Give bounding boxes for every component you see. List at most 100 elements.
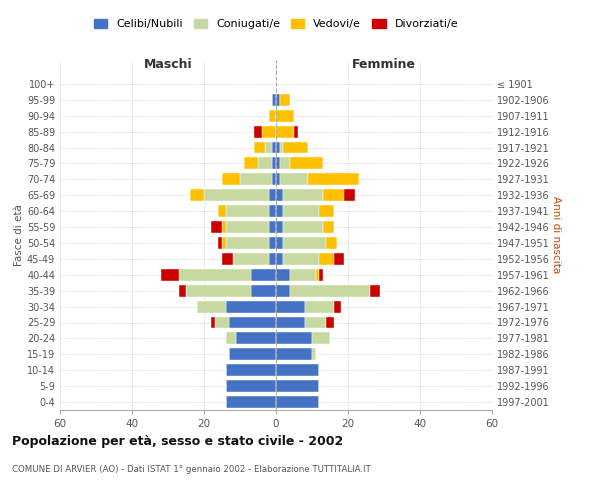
Bar xyxy=(251,284,276,296)
Bar xyxy=(226,380,276,392)
Bar xyxy=(222,237,226,249)
Bar xyxy=(236,332,276,344)
Bar xyxy=(276,396,319,408)
Bar xyxy=(276,142,280,154)
Bar xyxy=(283,142,308,154)
Bar xyxy=(179,284,186,296)
Bar xyxy=(276,348,312,360)
Bar xyxy=(222,221,226,233)
Bar xyxy=(226,364,276,376)
Bar xyxy=(276,126,294,138)
Bar xyxy=(240,174,272,186)
Bar xyxy=(334,300,341,312)
Bar xyxy=(280,94,290,106)
Bar xyxy=(218,237,222,249)
Bar xyxy=(319,253,334,265)
Bar xyxy=(258,158,272,170)
Bar xyxy=(233,253,269,265)
Bar xyxy=(222,174,240,186)
Bar xyxy=(272,174,276,186)
Bar xyxy=(251,269,276,280)
Legend: Celibi/Nubili, Coniugati/e, Vedovi/e, Divorziati/e: Celibi/Nubili, Coniugati/e, Vedovi/e, Di… xyxy=(91,16,461,32)
Bar xyxy=(290,284,370,296)
Bar xyxy=(272,94,276,106)
Bar xyxy=(326,237,337,249)
Bar xyxy=(211,221,222,233)
Bar xyxy=(229,316,276,328)
Bar xyxy=(226,396,276,408)
Bar xyxy=(283,205,319,217)
Bar xyxy=(276,174,280,186)
Bar xyxy=(280,174,308,186)
Bar xyxy=(276,221,283,233)
Text: Femmine: Femmine xyxy=(352,58,416,71)
Bar xyxy=(319,205,334,217)
Y-axis label: Anni di nascita: Anni di nascita xyxy=(551,196,561,274)
Bar xyxy=(161,269,179,280)
Bar xyxy=(226,332,236,344)
Bar xyxy=(272,142,276,154)
Bar xyxy=(269,110,276,122)
Bar xyxy=(316,269,319,280)
Bar xyxy=(269,253,276,265)
Bar xyxy=(276,316,305,328)
Bar xyxy=(294,126,298,138)
Bar xyxy=(312,348,316,360)
Bar xyxy=(254,142,265,154)
Bar xyxy=(276,253,283,265)
Bar xyxy=(262,126,276,138)
Bar xyxy=(344,190,355,201)
Bar xyxy=(312,332,330,344)
Bar xyxy=(186,284,251,296)
Bar xyxy=(244,158,258,170)
Bar xyxy=(323,190,344,201)
Text: Maschi: Maschi xyxy=(143,58,193,71)
Text: COMUNE DI ARVIER (AO) - Dati ISTAT 1° gennaio 2002 - Elaborazione TUTTITALIA.IT: COMUNE DI ARVIER (AO) - Dati ISTAT 1° ge… xyxy=(12,465,371,474)
Bar xyxy=(265,142,272,154)
Bar xyxy=(276,94,280,106)
Bar xyxy=(276,269,290,280)
Bar xyxy=(290,269,316,280)
Bar xyxy=(226,300,276,312)
Bar xyxy=(305,316,326,328)
Bar xyxy=(276,205,283,217)
Bar xyxy=(283,253,319,265)
Bar xyxy=(276,364,319,376)
Bar xyxy=(276,190,283,201)
Bar xyxy=(276,110,294,122)
Bar xyxy=(308,174,359,186)
Bar xyxy=(197,300,226,312)
Bar xyxy=(226,237,269,249)
Bar xyxy=(323,221,334,233)
Bar xyxy=(283,190,323,201)
Y-axis label: Fasce di età: Fasce di età xyxy=(14,204,24,266)
Bar xyxy=(272,158,276,170)
Bar xyxy=(226,205,269,217)
Bar xyxy=(254,126,262,138)
Bar xyxy=(326,316,334,328)
Text: Popolazione per età, sesso e stato civile - 2002: Popolazione per età, sesso e stato civil… xyxy=(12,435,343,448)
Bar xyxy=(283,237,326,249)
Bar xyxy=(280,158,290,170)
Bar xyxy=(276,332,312,344)
Bar xyxy=(222,253,233,265)
Bar xyxy=(269,221,276,233)
Bar xyxy=(305,300,334,312)
Bar xyxy=(190,190,204,201)
Bar xyxy=(276,380,319,392)
Bar xyxy=(283,221,323,233)
Bar xyxy=(218,205,226,217)
Bar xyxy=(204,190,269,201)
Bar xyxy=(276,300,305,312)
Bar xyxy=(280,142,283,154)
Bar xyxy=(179,269,251,280)
Bar xyxy=(319,269,323,280)
Bar xyxy=(269,237,276,249)
Bar xyxy=(269,205,276,217)
Bar xyxy=(269,190,276,201)
Bar xyxy=(334,253,344,265)
Bar xyxy=(276,237,283,249)
Bar xyxy=(211,316,215,328)
Bar xyxy=(276,284,290,296)
Bar xyxy=(276,158,280,170)
